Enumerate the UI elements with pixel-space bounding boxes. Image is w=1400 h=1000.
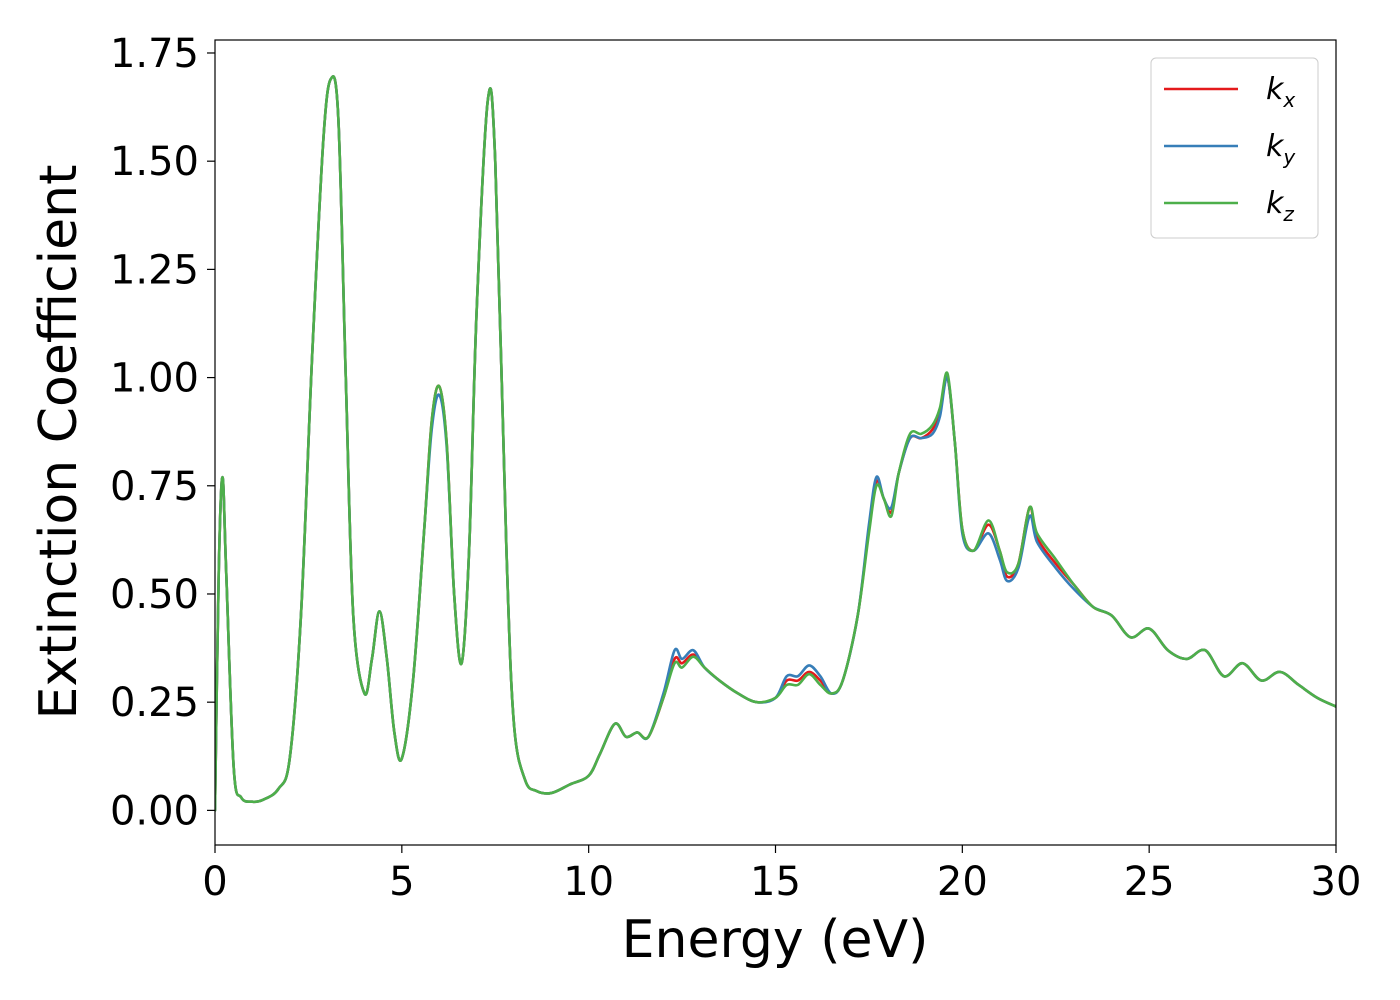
- x-tick-label: 20: [937, 859, 988, 905]
- legend-label-y: ky: [1266, 129, 1296, 169]
- series-line-z: [215, 75, 1336, 812]
- y-tick-label: 0.25: [110, 680, 199, 726]
- y-tick-label: 0.75: [110, 464, 199, 510]
- x-axis-label: Energy (eV): [622, 910, 929, 970]
- x-tick-label: 25: [1124, 859, 1175, 905]
- legend: kx ky kz: [1150, 57, 1319, 239]
- y-tick-label: 1.25: [110, 247, 199, 293]
- y-axis: 0.00 0.25 0.50 0.75 1.00 1.25 1.50 1.75: [110, 31, 215, 834]
- y-tick-label: 1.75: [110, 31, 199, 77]
- x-tick-label: 0: [202, 859, 227, 905]
- y-tick-label: 0.50: [110, 572, 199, 618]
- y-tick-label: 1.00: [110, 356, 199, 402]
- legend-label-x: kx: [1266, 72, 1295, 112]
- legend-frame: [1150, 57, 1319, 239]
- x-tick-label: 15: [750, 859, 801, 905]
- series-layer: [215, 75, 1336, 812]
- x-tick-label: 5: [389, 859, 414, 905]
- legend-label-z: kz: [1266, 186, 1294, 226]
- y-tick-label: 0.00: [110, 788, 199, 834]
- legend-items: kx ky kz: [1164, 72, 1296, 226]
- y-axis-label: Extinction Coefficient: [29, 165, 89, 720]
- x-axis: 0 5 10 15 20 25 30: [202, 845, 1361, 905]
- y-tick-label: 1.50: [110, 139, 199, 185]
- x-tick-label: 10: [563, 859, 614, 905]
- x-tick-label: 30: [1311, 859, 1362, 905]
